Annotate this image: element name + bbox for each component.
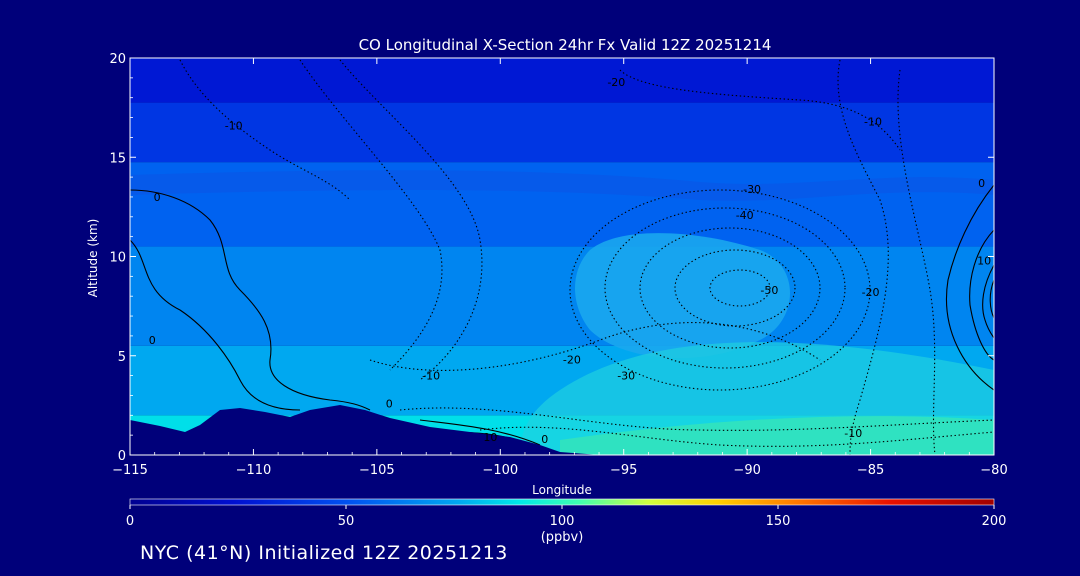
footer-caption: NYC (41°N) Initialized 12Z 20251213 [140, 542, 508, 564]
contour-label: -20 [862, 286, 880, 299]
x-tick-label: −100 [482, 463, 518, 478]
x-tick-label: −85 [857, 463, 884, 478]
colorbar-tick-label: 100 [550, 514, 575, 529]
contour-zero [419, 419, 541, 446]
x-axis-label: Longitude [532, 483, 592, 497]
contour-dotted [619, 69, 901, 151]
y-tick-label: 10 [109, 251, 126, 266]
contour-dotted [604, 207, 846, 369]
y-tick-label: 15 [109, 151, 126, 166]
contour-dotted [569, 189, 871, 391]
contour-label: 10 [977, 254, 991, 267]
co-layer-band [130, 58, 994, 103]
y-axis-label: Altitude (km) [86, 219, 100, 298]
contour-label: -30 [743, 183, 761, 196]
contour-label: -10 [844, 427, 862, 440]
x-tick-label: −90 [733, 463, 760, 478]
contour-solid [989, 279, 994, 319]
contour-solid [982, 264, 994, 339]
contour-zero [130, 189, 371, 411]
x-tick-label: −80 [980, 463, 1007, 478]
x-tick-label: −95 [610, 463, 637, 478]
terrain-mask [130, 405, 994, 455]
contour-label: -10 [422, 370, 440, 383]
contour-dotted [179, 59, 351, 201]
colorbar-tick-label: 200 [982, 514, 1007, 529]
contour-label: -40 [736, 209, 754, 222]
co-layer-band [130, 246, 994, 346]
contour-label: -20 [563, 354, 581, 367]
contour-dotted [369, 322, 821, 371]
co-upper-band [130, 170, 994, 201]
contour-label: -50 [760, 284, 778, 297]
y-tick-label: 0 [118, 449, 126, 464]
contour-zero [946, 184, 994, 391]
x-tick-label: −105 [359, 463, 395, 478]
contour-dotted [837, 59, 889, 455]
contour-dotted [897, 69, 936, 455]
y-tick-label: 5 [118, 350, 126, 365]
chart-title: CO Longitudinal X-Section 24hr Fx Valid … [359, 36, 772, 54]
contour-label: -30 [617, 370, 635, 383]
contour-label: 0 [978, 177, 985, 190]
contour-label: 10 [483, 431, 497, 444]
co-plume-high [575, 233, 790, 359]
colorbar [129, 498, 995, 506]
contour-zero [130, 239, 301, 411]
co-surface-band [560, 416, 994, 455]
contour-label: -10 [225, 119, 243, 132]
contour-solid [969, 229, 994, 361]
contour-label: 0 [149, 334, 156, 347]
y-tick-label: 20 [109, 52, 126, 67]
x-tick-label: −110 [236, 463, 272, 478]
co-layer-band [130, 102, 994, 163]
contour-dotted [299, 59, 443, 371]
contour-dotted [639, 227, 821, 349]
colorbar-unit-label: (ppbv) [541, 530, 584, 545]
contour-label: 0 [386, 397, 393, 410]
contour-dotted [709, 269, 771, 307]
plot-area: -20 -10 -10 -30 -40 -50 -20 -20 -30 -10 -10 0 0 0 0 10 0… [130, 58, 994, 455]
contour-dotted [399, 407, 994, 431]
colorbar-tick-label: 0 [126, 514, 134, 529]
contour-dotted [479, 426, 994, 447]
contour-label: -20 [607, 76, 625, 89]
contour-label: 0 [154, 191, 161, 204]
contour-dotted [674, 249, 796, 327]
colorbar-tick-label: 50 [338, 514, 355, 529]
contour-label: 0 [541, 433, 548, 446]
colorbar-tick-label: 150 [766, 514, 791, 529]
x-tick-label: −115 [112, 463, 148, 478]
contour-label: -10 [864, 116, 882, 129]
